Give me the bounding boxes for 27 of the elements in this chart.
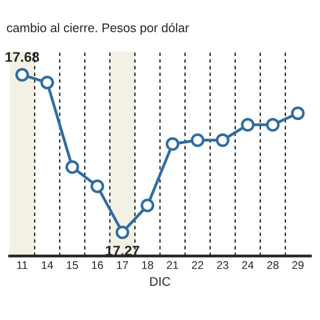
x-tick-label: 15 bbox=[66, 261, 78, 270]
point bbox=[90, 179, 104, 194]
x-tick-label: 16 bbox=[92, 261, 104, 270]
point bbox=[15, 68, 29, 82]
point bbox=[40, 76, 54, 90]
data-label: 17.68 bbox=[6, 52, 40, 62]
x-tick-label: 24 bbox=[242, 261, 254, 269]
point bbox=[116, 226, 130, 240]
x-tick-label: 17 bbox=[117, 261, 128, 269]
point bbox=[190, 133, 204, 147]
point bbox=[240, 118, 255, 132]
x-axis-title: DIC bbox=[150, 277, 170, 286]
x-tick-label: 23 bbox=[217, 261, 228, 270]
point bbox=[291, 106, 305, 120]
x-tick-label: 14 bbox=[42, 261, 54, 269]
point bbox=[65, 160, 80, 174]
x-tick-label: 22 bbox=[192, 261, 204, 269]
point bbox=[166, 137, 180, 151]
x-tick-label: 21 bbox=[166, 261, 178, 269]
x-tick-label: 11 bbox=[17, 261, 28, 269]
point bbox=[266, 118, 280, 132]
point bbox=[140, 198, 154, 212]
x-tick-label: 18 bbox=[142, 261, 154, 270]
x-tick-label: 28 bbox=[267, 261, 278, 270]
point bbox=[216, 133, 230, 147]
chart-title: cambio al cierre. Pesos por dólar bbox=[6, 22, 189, 35]
x-tick-label: 29 bbox=[292, 261, 304, 270]
